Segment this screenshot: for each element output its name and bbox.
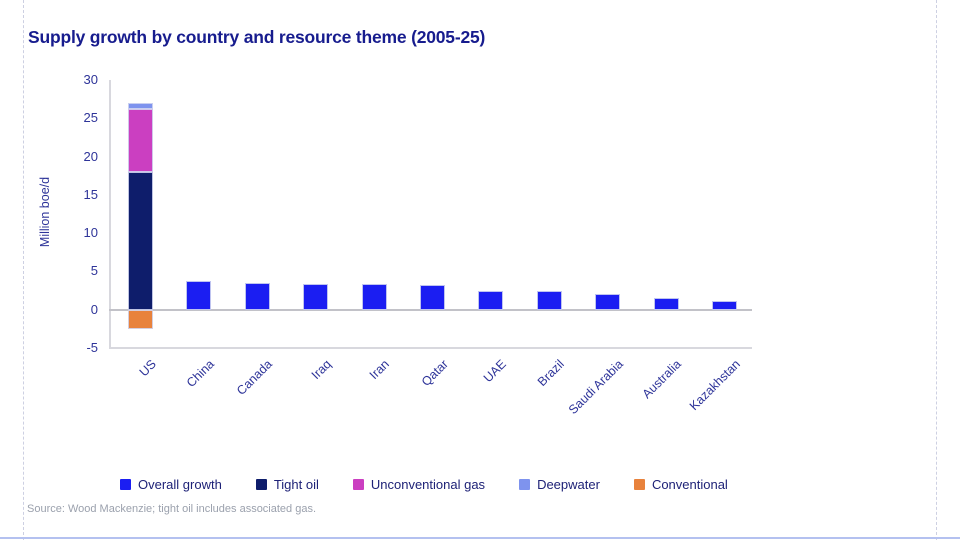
bar-us-deepwater	[128, 102, 153, 110]
bar-canada-overall-growth	[244, 282, 270, 310]
x-axis-label-saudi-arabia: Saudi Arabia	[565, 357, 626, 418]
bar-us-unconventional-gas	[128, 109, 153, 172]
y-axis-line	[109, 80, 111, 348]
x-axis-label-qatar: Qatar	[418, 357, 451, 390]
chart-title: Supply growth by country and resource th…	[28, 27, 486, 47]
legend-swatch-icon	[519, 479, 531, 490]
y-tick-label-25: 25	[83, 110, 98, 126]
legend-label: Overall growth	[138, 477, 222, 492]
y-tick-label-0: 0	[90, 301, 98, 317]
bar-iran-overall-growth	[361, 283, 387, 310]
bar-kazakhstan-overall-growth	[712, 300, 737, 310]
bar-australia-overall-growth	[653, 298, 679, 310]
legend-swatch-icon	[120, 479, 131, 490]
source-note: Source: Wood Mackenzie; tight oil includ…	[27, 503, 317, 515]
y-tick-label-20: 20	[83, 148, 98, 164]
bar-us-tight-oil	[128, 171, 153, 310]
x-axis-label-iran: Iran	[366, 357, 392, 383]
x-axis-label-brazil: Brazil	[535, 357, 568, 390]
x-axis-label-us: US	[136, 357, 159, 380]
x-axis-label-uae: UAE	[480, 357, 509, 386]
plot-bottom-line	[109, 347, 752, 349]
y-tick-label-5: 5	[90, 263, 98, 279]
legend-item-conventional: Conventional	[633, 477, 728, 492]
bar-qatar-overall-growth	[420, 285, 445, 310]
legend-swatch-icon	[633, 479, 645, 490]
legend-item-unconventional-gas: Unconventional gas	[352, 477, 486, 492]
x-axis-label-iraq: Iraq	[308, 357, 334, 383]
bar-us-conventional	[128, 309, 153, 329]
y-axis-label: Million boe/d	[38, 176, 52, 248]
zero-gridline	[109, 309, 752, 311]
x-axis-label-australia: Australia	[639, 357, 684, 402]
bottom-accent-line	[0, 537, 960, 539]
y-tick-label-15: 15	[83, 186, 98, 202]
x-axis-label-china: China	[183, 357, 217, 391]
legend-swatch-icon	[255, 479, 267, 490]
legend-item-deepwater: Deepwater	[519, 477, 600, 492]
legend-label: Tight oil	[273, 477, 319, 492]
bar-china-overall-growth	[186, 281, 212, 310]
bar-iraq-overall-growth	[303, 283, 329, 310]
y-tick-label-10: 10	[83, 225, 98, 241]
legend-label: Deepwater	[537, 477, 600, 492]
x-axis-label-kazakhstan: Kazakhstan	[686, 357, 743, 414]
legend-item-tight-oil: Tight oil	[255, 477, 319, 492]
bar-saudi-arabia-overall-growth	[595, 294, 621, 310]
legend-label: Unconventional gas	[370, 477, 486, 492]
x-axis-label-canada: Canada	[234, 357, 276, 398]
legend-item-overall-growth: Overall growth	[120, 477, 222, 492]
right-guide-line	[936, 0, 937, 540]
y-tick-label-30: 30	[83, 72, 98, 87]
y-tick-label--5: -5	[86, 340, 98, 355]
legend-label: Conventional	[651, 477, 728, 492]
left-guide-line	[23, 0, 24, 540]
legend: Overall growth Tight oil Unconventional ga…	[120, 477, 728, 492]
bar-uae-overall-growth	[478, 290, 504, 310]
bar-brazil-overall-growth	[536, 291, 562, 310]
legend-swatch-icon	[352, 479, 364, 490]
